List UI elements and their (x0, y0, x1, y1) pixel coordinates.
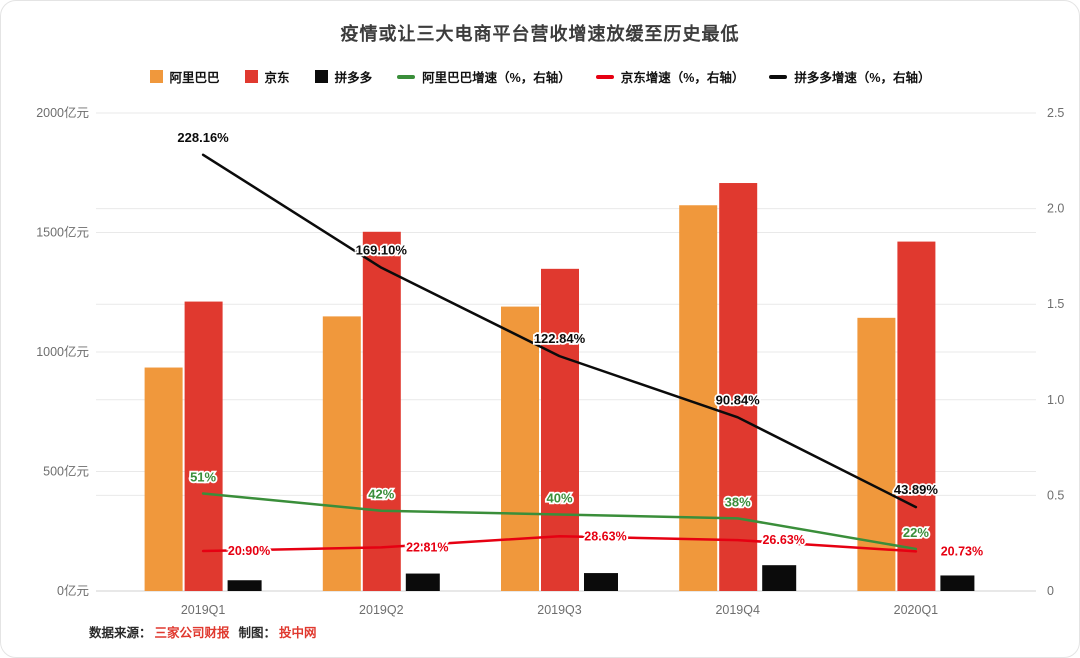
bar-series-pdd (227, 565, 975, 591)
legend-item-alibaba-growth: 阿里巴巴增速（%，右轴） (397, 67, 571, 86)
line-pdd-growth (201, 153, 918, 509)
source-value: 三家公司财报 (154, 626, 230, 640)
right-axis-tick: 0.5 (1047, 488, 1064, 502)
right-axis-tick: 2.0 (1047, 202, 1064, 216)
legend-swatch-alibaba (149, 70, 163, 83)
label-jd-growth-2019Q4: 26.63% (762, 533, 804, 547)
label-jd-growth-2019Q1: 20.90% (228, 544, 270, 558)
legend-item-pdd-growth: 拼多多增速（%，右轴） (769, 67, 930, 86)
legend-label-alibaba-growth: 阿里巴巴增速（%，右轴） (422, 71, 571, 85)
left-axis-tick: 0亿元 (57, 583, 89, 598)
x-axis-label-2019Q1: 2019Q1 (181, 603, 226, 617)
bar-pdd-2019Q4 (762, 565, 797, 591)
bar-alibaba-2019Q2 (322, 316, 361, 591)
right-axis-tick: 0 (1047, 584, 1054, 598)
legend-label-jd: 京东 (264, 71, 290, 85)
label-jd-growth-2019Q2: 22.81% (406, 540, 448, 554)
bar-jd-2020Q1 (897, 241, 936, 591)
label-alibaba-growth-2020Q1: 22% (903, 525, 929, 540)
x-axis: 2019Q1 2019Q2 2019Q3 2019Q4 2020Q1 (181, 603, 938, 617)
label-jd-growth-2020Q1: 20.73% (941, 544, 983, 558)
source-label: 数据来源： (89, 626, 152, 640)
label-alibaba-growth-2019Q3: 40% (546, 491, 572, 506)
line-jd-growth (201, 535, 918, 553)
bar-jd-2019Q4 (719, 183, 758, 592)
left-axis-tick: 500亿元 (43, 464, 89, 479)
bar-pdd-2019Q1 (227, 580, 262, 591)
credit-label: 制图： (238, 626, 277, 640)
credit-value: 投中网 (279, 626, 317, 640)
legend-item-alibaba: 阿里巴巴 (149, 67, 220, 86)
label-pdd-growth-2019Q1: 228.16% (177, 130, 229, 145)
label-alibaba-growth-2019Q2: 42% (368, 487, 394, 502)
bar-jd-2019Q1 (184, 301, 223, 591)
legend-label-pdd-growth: 拼多多增速（%，右轴） (794, 71, 931, 85)
bar-alibaba-2019Q1 (144, 367, 183, 591)
legend-line-marker-alibaba-growth (397, 74, 416, 79)
left-axis-tick: 2000亿元 (36, 105, 89, 120)
label-alibaba-growth-2019Q1: 51% (190, 469, 216, 484)
legend: 阿里巴巴 京东 拼多多 阿里巴巴增速（%，右轴） 京东增速（%，右轴） 拼多多增速（%，右… (1, 67, 1079, 86)
legend-line-marker-pdd-growth (769, 74, 788, 79)
left-axis: 0亿元 500亿元 1000亿元 1500亿元 2000亿元 (36, 105, 89, 598)
line-alibaba-growth (201, 492, 918, 551)
left-axis-tick: 1000亿元 (36, 344, 89, 359)
legend-label-alibaba: 阿里巴巴 (169, 71, 220, 85)
legend-item-jd-growth: 京东增速（%，右轴） (595, 67, 745, 86)
legend-item-jd: 京东 (244, 67, 290, 86)
legend-swatch-jd (244, 70, 258, 83)
right-axis-tick: 1.5 (1047, 297, 1064, 311)
line-labels: 51% 42% 40% 38% 22% 20.90% 22.81% 28.63% 26.63% 2… (176, 128, 985, 560)
x-axis-label-2019Q4: 2019Q4 (715, 603, 760, 617)
label-pdd-growth-2019Q3: 122.84% (534, 331, 586, 346)
chart-title: 疫情或让三大电商平台营收增速放缓至历史最低 (340, 24, 740, 44)
bar-alibaba-2019Q3 (501, 306, 539, 591)
bar-pdd-2019Q3 (584, 573, 618, 591)
legend-label-jd-growth: 京东增速（%，右轴） (620, 71, 745, 85)
legend-label-pdd: 拼多多 (334, 71, 373, 85)
legend-line-marker-jd-growth (595, 74, 614, 79)
label-pdd-growth-2019Q2: 169.10% (356, 243, 408, 258)
bar-series-alibaba (144, 205, 896, 591)
bar-pdd-2019Q2 (405, 573, 440, 591)
bar-pdd-2020Q1 (940, 575, 975, 591)
label-jd-growth-2019Q3: 28.63% (584, 529, 626, 543)
x-axis-label-2019Q3: 2019Q3 (537, 603, 582, 617)
right-axis: 0 0.5 1.0 1.5 2.0 2.5 (1047, 106, 1064, 598)
label-alibaba-growth-2019Q4: 38% (725, 494, 751, 509)
label-pdd-growth-2019Q4: 90.84% (716, 392, 761, 407)
bar-jd-2019Q3 (541, 268, 579, 591)
bar-jd-2019Q2 (362, 231, 401, 591)
label-pdd-growth-2020Q1: 43.89% (894, 482, 939, 497)
right-axis-tick: 1.0 (1047, 393, 1064, 407)
bar-series-jd (184, 183, 936, 592)
growth-lines (201, 153, 918, 553)
source-note: 数据来源： 三家公司财报 制图： 投中网 (89, 622, 320, 641)
legend-item-pdd: 拼多多 (314, 67, 373, 86)
bars (144, 183, 975, 592)
left-axis-tick: 1500亿元 (36, 225, 89, 240)
right-axis-tick: 2.5 (1047, 106, 1064, 120)
x-axis-label-2020Q1: 2020Q1 (894, 603, 939, 617)
x-axis-label-2019Q2: 2019Q2 (359, 603, 404, 617)
legend-swatch-pdd (314, 70, 328, 83)
